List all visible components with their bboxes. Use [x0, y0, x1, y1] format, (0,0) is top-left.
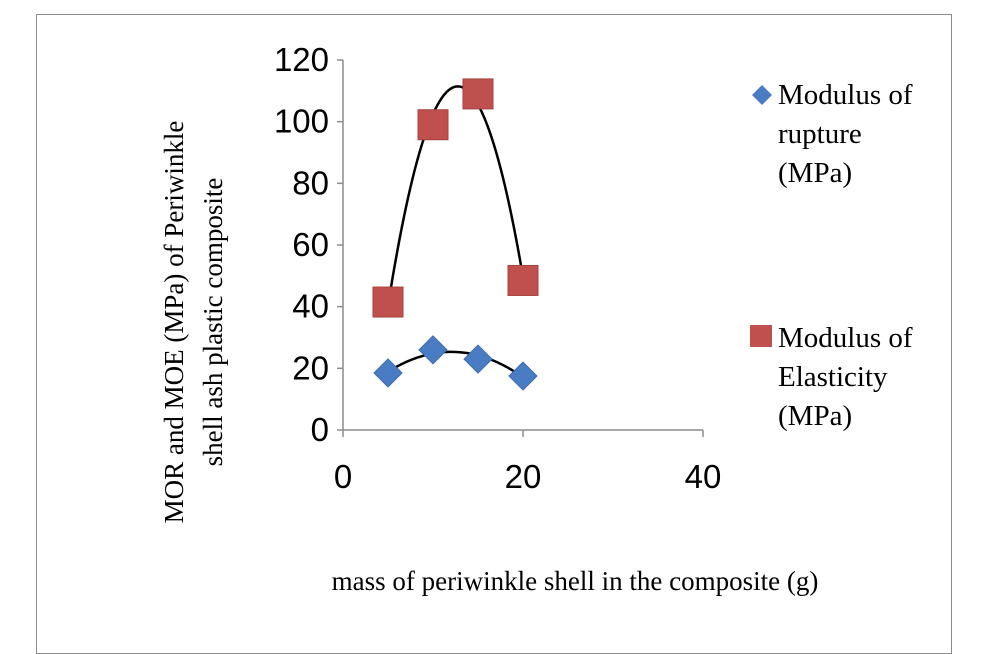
legend-label-line: Elasticity — [778, 361, 888, 393]
legend-label-line: (MPa) — [778, 157, 852, 189]
square-point — [507, 264, 539, 296]
y-axis-label-line: shell ash plastic composite — [198, 178, 228, 467]
diamond-point — [463, 344, 493, 374]
axis-labels: mass of periwinkle shell in the composit… — [159, 121, 818, 596]
diamond-point — [508, 361, 538, 391]
legend: Modulus of rupture (MPa) Modulus of Elastici… — [750, 79, 913, 432]
legend-diamond-icon — [752, 85, 772, 105]
legend-label-line: (MPa) — [778, 400, 852, 432]
square-point — [417, 109, 449, 141]
tick-labels: 0 20 40 60 80 100 120 0 20 40 — [274, 41, 721, 495]
data-points — [372, 78, 539, 391]
square-point — [372, 286, 404, 318]
y-axis-label-line: MOR and MOE (MPa) of Periwinkle — [159, 121, 189, 524]
trendline-series-2 — [386, 85, 525, 306]
y-tick-label: 80 — [292, 164, 329, 201]
y-axis-label: MOR and MOE (MPa) of Periwinkle shell ash… — [159, 121, 228, 524]
trendline-series-1 — [387, 350, 524, 379]
x-tick-label: 40 — [685, 458, 722, 495]
x-tick-label: 0 — [334, 458, 352, 495]
legend-label-line: rupture — [778, 118, 862, 150]
diamond-point — [373, 358, 403, 388]
x-axis-label: mass of periwinkle shell in the composit… — [332, 566, 819, 596]
square-point — [462, 78, 494, 110]
y-tick-label: 40 — [292, 288, 329, 325]
x-tick-label: 20 — [505, 458, 542, 495]
y-tick-label: 60 — [292, 226, 329, 263]
legend-label-line: Modulus of — [778, 79, 913, 111]
y-tick-label: 20 — [292, 349, 329, 386]
legend-entry-2: Modulus of Elasticity (MPa) — [750, 322, 913, 432]
trendlines — [386, 85, 525, 379]
diamond-point — [418, 335, 448, 365]
legend-square-icon — [750, 325, 772, 347]
y-tick-label: 0 — [311, 411, 329, 448]
y-tick-label: 120 — [274, 41, 329, 78]
legend-entry-1: Modulus of rupture (MPa) — [752, 79, 913, 189]
y-tick-label: 100 — [274, 103, 329, 140]
legend-label-line: Modulus of — [778, 322, 913, 354]
axes — [337, 59, 704, 437]
